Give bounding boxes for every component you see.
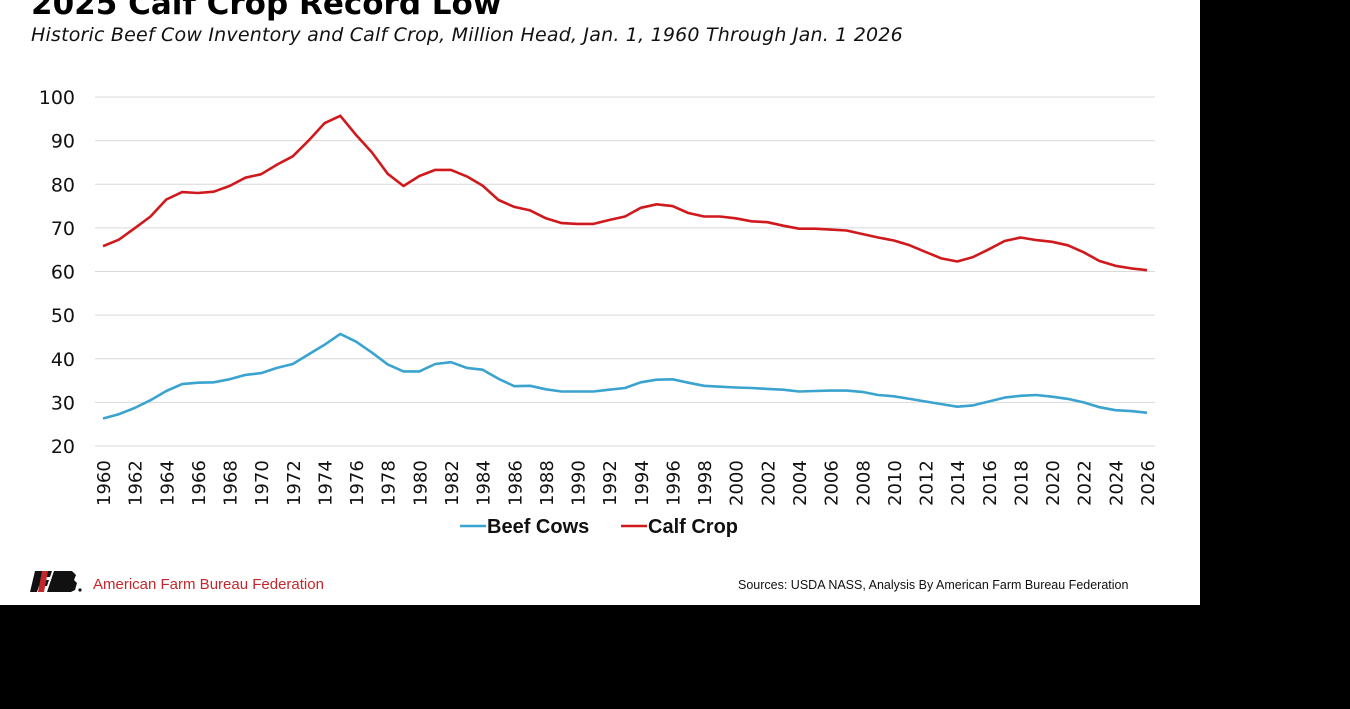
x-tick-label: 1962 <box>126 460 147 506</box>
chart-card: 2025 Calf Crop Record Low Historic Beef … <box>0 0 1200 605</box>
x-tick-label: 1980 <box>410 460 431 506</box>
x-tick-label: 2014 <box>948 460 969 506</box>
x-tick-label: 1970 <box>252 460 273 506</box>
chart-title: 2025 Calf Crop Record Low <box>31 0 502 22</box>
chart-subtitle: Historic Beef Cow Inventory and Calf Cro… <box>31 24 903 46</box>
y-tick-label: 90 <box>51 131 75 153</box>
x-tick-label: 1996 <box>663 460 684 506</box>
x-tick-label: 2004 <box>790 460 811 506</box>
x-tick-label: 2016 <box>980 460 1001 506</box>
x-tick-label: 2012 <box>917 460 938 506</box>
sources-note: Sources: USDA NASS, Analysis By American… <box>738 578 1129 592</box>
legend-label: Calf Crop <box>648 516 738 538</box>
x-tick-label: 1990 <box>569 460 590 506</box>
x-tick-label: 2024 <box>1106 460 1127 506</box>
x-tick-label: 2020 <box>1043 460 1064 506</box>
afbf-logo <box>30 571 82 592</box>
x-tick-label: 1992 <box>600 460 621 506</box>
y-tick-label: 20 <box>51 436 75 458</box>
y-tick-label: 30 <box>51 392 75 414</box>
organization-name: American Farm Bureau Federation <box>93 576 324 593</box>
x-tick-label: 2010 <box>885 460 906 506</box>
legend-label: Beef Cows <box>487 516 589 538</box>
x-tick-label: 2008 <box>853 460 874 506</box>
x-tick-label: 2002 <box>758 460 779 506</box>
x-tick-label: 1968 <box>221 460 242 506</box>
y-tick-label: 60 <box>51 262 75 284</box>
x-tick-label: 1978 <box>379 460 400 506</box>
y-tick-label: 40 <box>51 349 75 371</box>
line-chart: 20 30 40 50 60 70 80 90 100 1960 1962 1964 1966 1968 1… <box>39 87 1159 538</box>
x-tick-label: 1964 <box>157 460 178 506</box>
series-line-calf-crop <box>102 114 1148 272</box>
x-tick-label: 1974 <box>315 460 336 506</box>
series-line-beef-cows <box>102 332 1148 420</box>
x-tick-label: 2006 <box>822 460 843 506</box>
x-tick-label: 1998 <box>695 460 716 506</box>
x-tick-label: 1982 <box>442 460 463 506</box>
x-tick-label: 2022 <box>1075 460 1096 506</box>
x-tick-label: 2000 <box>727 460 748 506</box>
x-tick-label: 1966 <box>189 460 210 506</box>
x-tick-label: 1984 <box>474 460 495 506</box>
y-tick-label: 80 <box>51 174 75 196</box>
x-tick-label: 1988 <box>537 460 558 506</box>
y-tick-label: 100 <box>39 87 75 109</box>
x-tick-label: 1960 <box>94 460 115 506</box>
x-tick-label: 1976 <box>347 460 368 506</box>
x-tick-label: 1986 <box>505 460 526 506</box>
x-tick-label: 1994 <box>632 460 653 506</box>
x-tick-label: 1972 <box>284 460 305 506</box>
y-tick-label: 50 <box>51 305 75 327</box>
y-tick-label: 70 <box>51 218 75 240</box>
x-tick-label: 2026 <box>1138 460 1159 506</box>
x-tick-label: 2018 <box>1011 460 1032 506</box>
